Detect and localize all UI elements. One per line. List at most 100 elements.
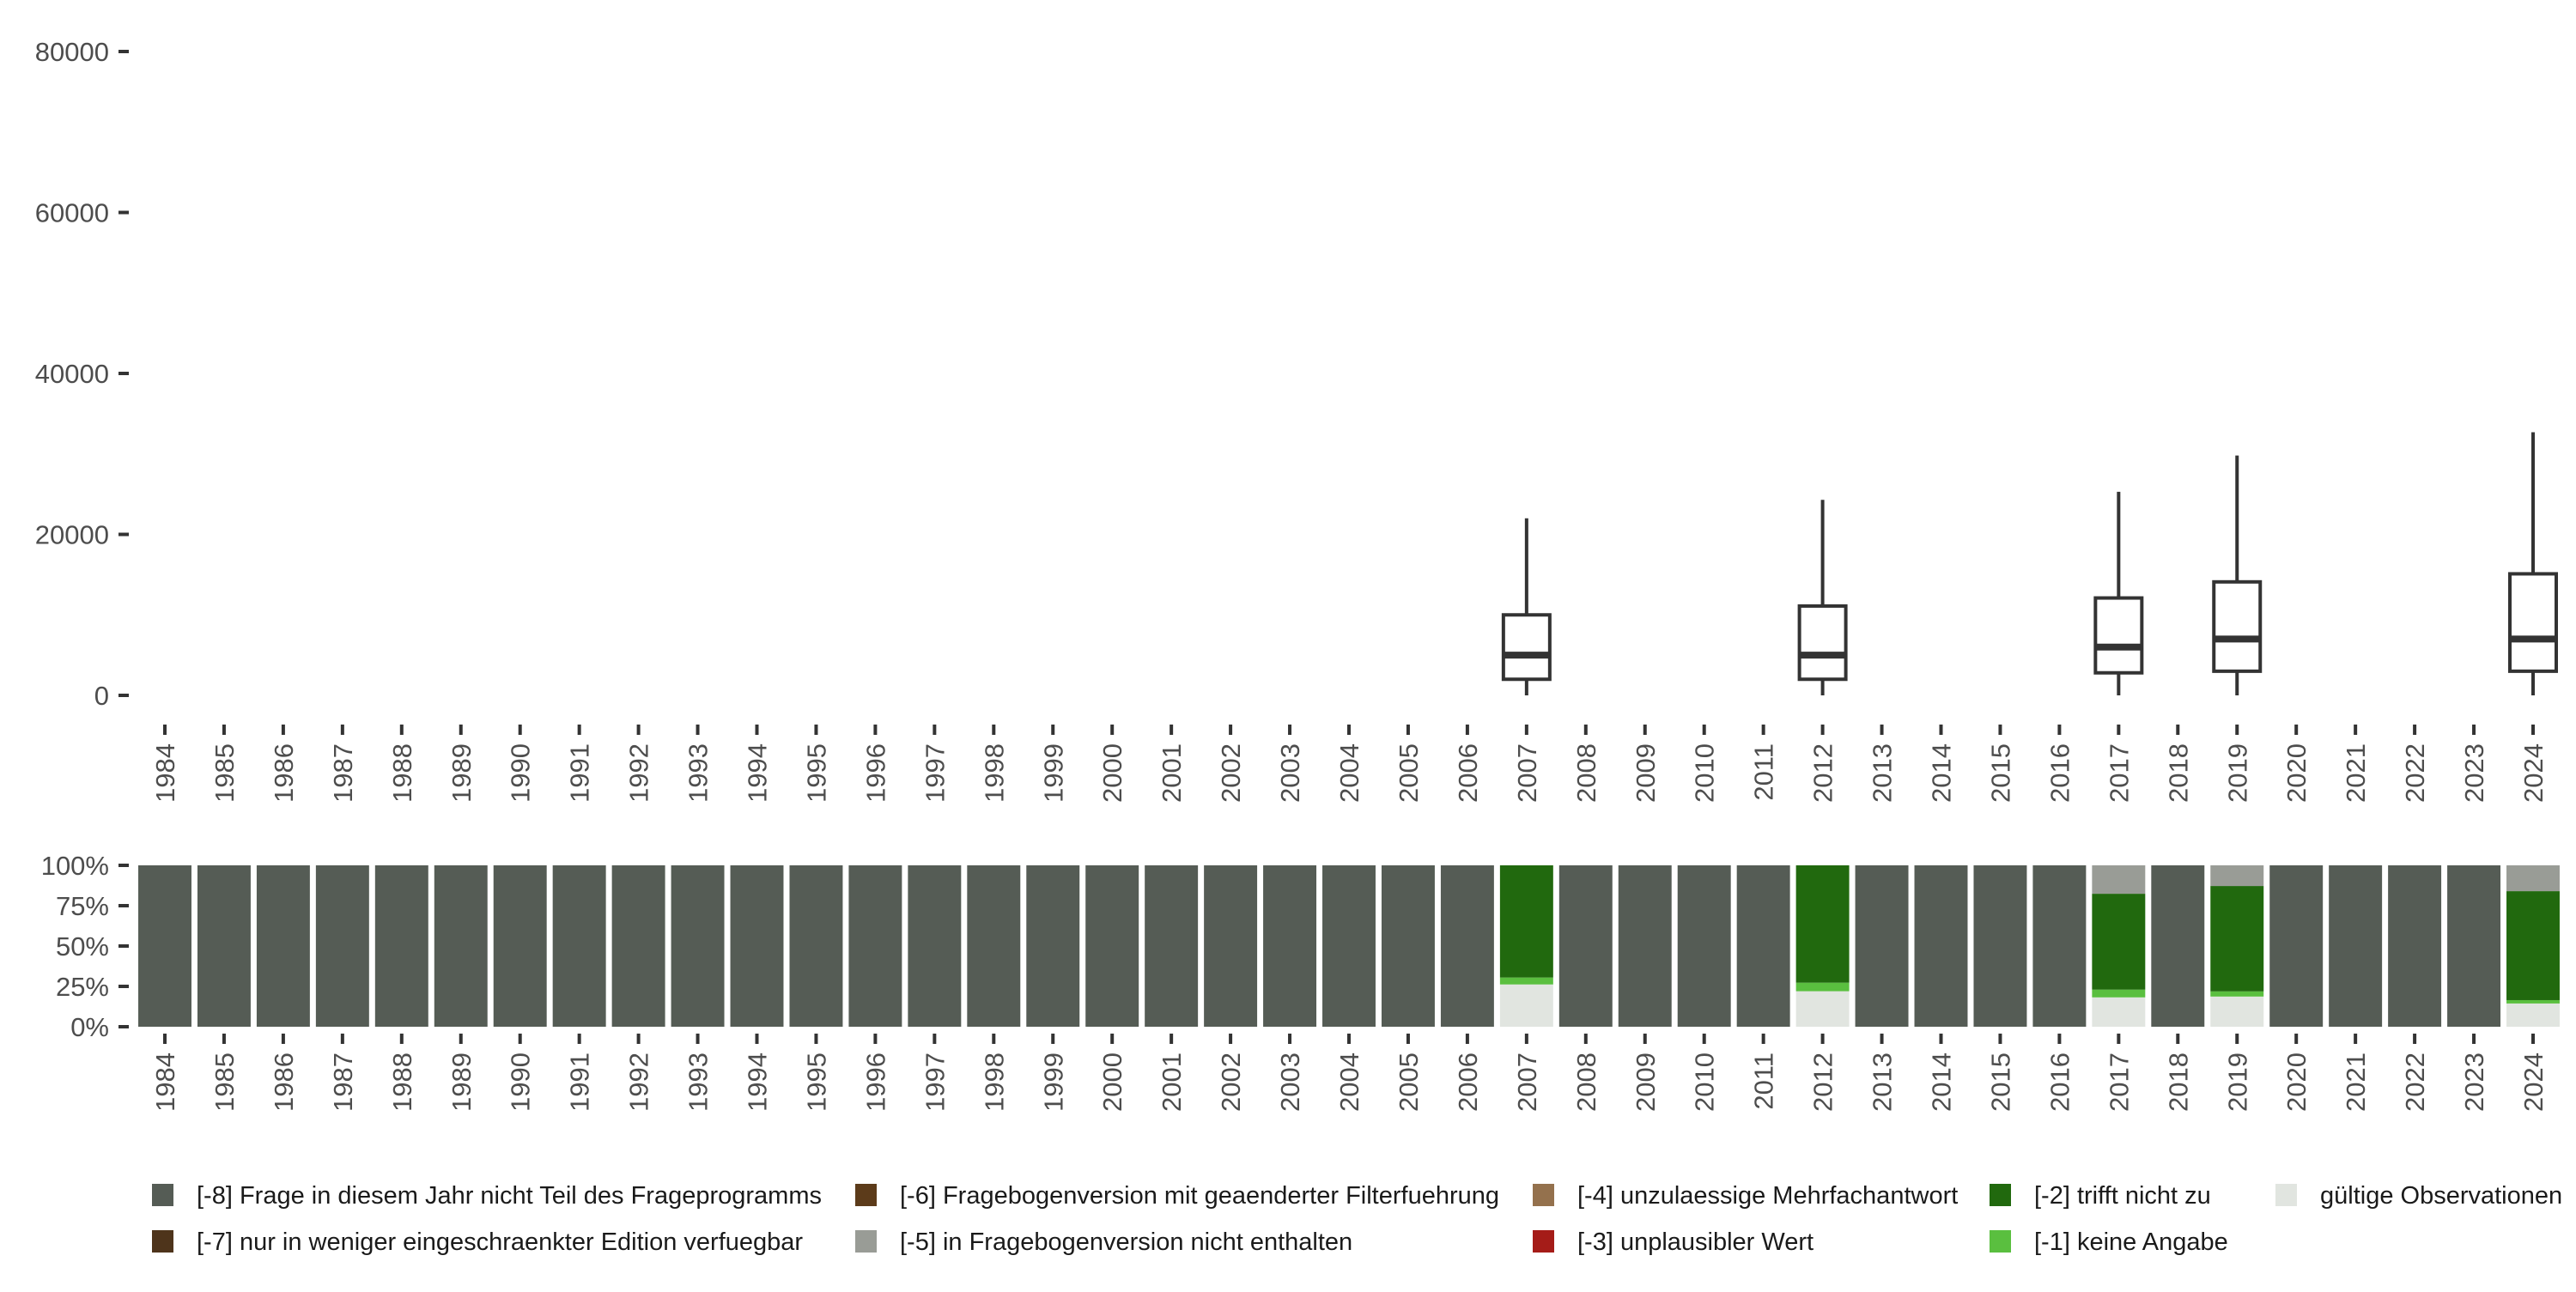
legend-swatch <box>855 1184 877 1206</box>
x-tick-label: 2011 <box>1749 1052 1779 1110</box>
x-tick-label: 2017 <box>2104 1052 2134 1112</box>
bar-2020--8 <box>2269 865 2324 1027</box>
x-tick-label: 1993 <box>683 743 714 803</box>
x-tick-label: 2004 <box>1334 1052 1364 1112</box>
legend-swatch <box>2275 1184 2297 1206</box>
x-tick-label: 2003 <box>1275 1052 1305 1112</box>
x-tick-label: 1985 <box>210 743 240 803</box>
box-2012 <box>1797 500 1848 695</box>
x-tick-label: 2016 <box>2044 1052 2075 1112</box>
bar-2007--2 <box>1499 865 1553 978</box>
bar-2019--2 <box>2210 886 2264 992</box>
bar-2001--8 <box>1145 865 1199 1027</box>
bar-2019-valid <box>2210 996 2264 1027</box>
y-tick-label: 100% <box>41 851 109 881</box>
legend-label: [-1] keine Angabe <box>2034 1228 2228 1256</box>
box-2017 <box>2093 491 2144 695</box>
legend-label: [-4] unzulaessige Mehrfachantwort <box>1577 1182 1958 1210</box>
y-tick-label: 25% <box>56 972 109 1002</box>
x-tick-label: 2013 <box>1868 743 1898 803</box>
bar-2016--8 <box>2032 865 2087 1027</box>
y-tick-label: 50% <box>56 931 109 961</box>
bar-1992--8 <box>611 865 665 1027</box>
legend-swatch <box>152 1184 173 1206</box>
x-tick-label: 2006 <box>1453 743 1483 803</box>
x-tick-label: 2002 <box>1216 743 1246 803</box>
bar-1999--8 <box>1026 865 1080 1027</box>
x-tick-label: 1988 <box>387 1052 417 1112</box>
x-tick-label: 1996 <box>860 743 890 803</box>
legend-swatch <box>1990 1230 2011 1253</box>
x-tick-label: 1984 <box>150 1052 180 1112</box>
bar-2005--8 <box>1381 865 1435 1027</box>
x-tick-label: 1992 <box>624 743 654 803</box>
bar-2015--8 <box>1973 865 2027 1027</box>
legend-label: [-7] nur in weniger eingeschraenkter Edi… <box>197 1228 803 1256</box>
x-tick-label: 1998 <box>979 743 1009 803</box>
legend-item: [-3] unplausibler Wert <box>1533 1228 1814 1256</box>
x-tick-label: 2003 <box>1275 743 1305 803</box>
x-tick-label: 2015 <box>1985 1052 2015 1112</box>
x-tick-label: 2010 <box>1690 743 1720 803</box>
x-tick-label: 2014 <box>1927 743 1957 803</box>
bar-2019--1 <box>2210 991 2264 997</box>
x-tick-label: 2015 <box>1985 743 2015 803</box>
bar-2018--8 <box>2151 865 2205 1027</box>
x-tick-label: 1984 <box>150 743 180 803</box>
y-tick-label: 80000 <box>35 37 109 67</box>
x-tick-label: 2023 <box>2459 743 2489 803</box>
x-tick-label: 1988 <box>387 743 417 803</box>
x-tick-label: 1997 <box>920 1052 950 1112</box>
bar-2017--5 <box>2092 865 2146 895</box>
boxplot-panel: 0 20000 40000 60000 80000 1984 1985 1986 1987 198… <box>35 37 2558 803</box>
bar-2007-valid <box>1499 984 1553 1027</box>
bar-2007--1 <box>1499 977 1553 985</box>
legend-item: [-4] unzulaessige Mehrfachantwort <box>1533 1182 1958 1210</box>
y-tick-label: 75% <box>56 891 109 921</box>
x-tick-label: 2020 <box>2281 743 2312 803</box>
x-tick-label: 1999 <box>1038 743 1068 803</box>
bar-2008--8 <box>1558 865 1613 1027</box>
bar-1996--8 <box>848 865 902 1027</box>
y-tick-label: 40000 <box>35 359 109 389</box>
x-tick-label: 2012 <box>1808 1052 1838 1112</box>
bar-2012-valid <box>1795 991 1850 1027</box>
x-tick-label: 1989 <box>447 743 477 803</box>
x-tick-label: 2006 <box>1453 1052 1483 1112</box>
bar-2024--5 <box>2506 865 2560 892</box>
bar-2023--8 <box>2447 865 2501 1027</box>
legend-label: [-3] unplausibler Wert <box>1577 1228 1814 1256</box>
y-tick-label: 0 <box>94 681 109 711</box>
x-tick-label: 1998 <box>979 1052 1009 1112</box>
legend-swatch <box>152 1230 173 1253</box>
bar-1991--8 <box>552 865 606 1027</box>
x-tick-label: 2004 <box>1334 743 1364 803</box>
legend-label: [-5] in Fragebogenversion nicht enthalte… <box>900 1228 1352 1256</box>
bar-2011--8 <box>1736 865 1790 1027</box>
box-2024 <box>2508 432 2558 695</box>
bar-1993--8 <box>671 865 725 1027</box>
legend-label: [-2] trifft nicht zu <box>2034 1182 2211 1210</box>
x-tick-label: 2018 <box>2163 743 2193 803</box>
x-tick-label: 2024 <box>2518 743 2549 803</box>
bar-2017-valid <box>2092 997 2146 1027</box>
x-tick-label: 2009 <box>1631 1052 1661 1112</box>
legend-swatch <box>1533 1184 1554 1206</box>
legend-label: [-8] Frage in diesem Jahr nicht Teil des… <box>197 1182 822 1210</box>
x-tick-label: 1992 <box>624 1052 654 1112</box>
bar-2013--8 <box>1855 865 1909 1027</box>
x-tick-label: 1989 <box>447 1052 477 1112</box>
x-tick-label: 1991 <box>565 1052 595 1112</box>
bar-2009--8 <box>1618 865 1672 1027</box>
legend-item: [-5] in Fragebogenversion nicht enthalte… <box>855 1228 1352 1256</box>
bar-1990--8 <box>493 865 547 1027</box>
bar-2003--8 <box>1263 865 1317 1027</box>
x-tick-label: 1991 <box>565 743 595 803</box>
x-tick-label: 2001 <box>1157 743 1187 803</box>
x-tick-label: 2005 <box>1394 1052 1424 1112</box>
legend-item: [-1] keine Angabe <box>1990 1228 2228 1256</box>
x-tick-label: 1999 <box>1038 1052 1068 1112</box>
x-tick-label: 2000 <box>1097 743 1127 803</box>
x-tick-label: 1997 <box>920 743 950 803</box>
